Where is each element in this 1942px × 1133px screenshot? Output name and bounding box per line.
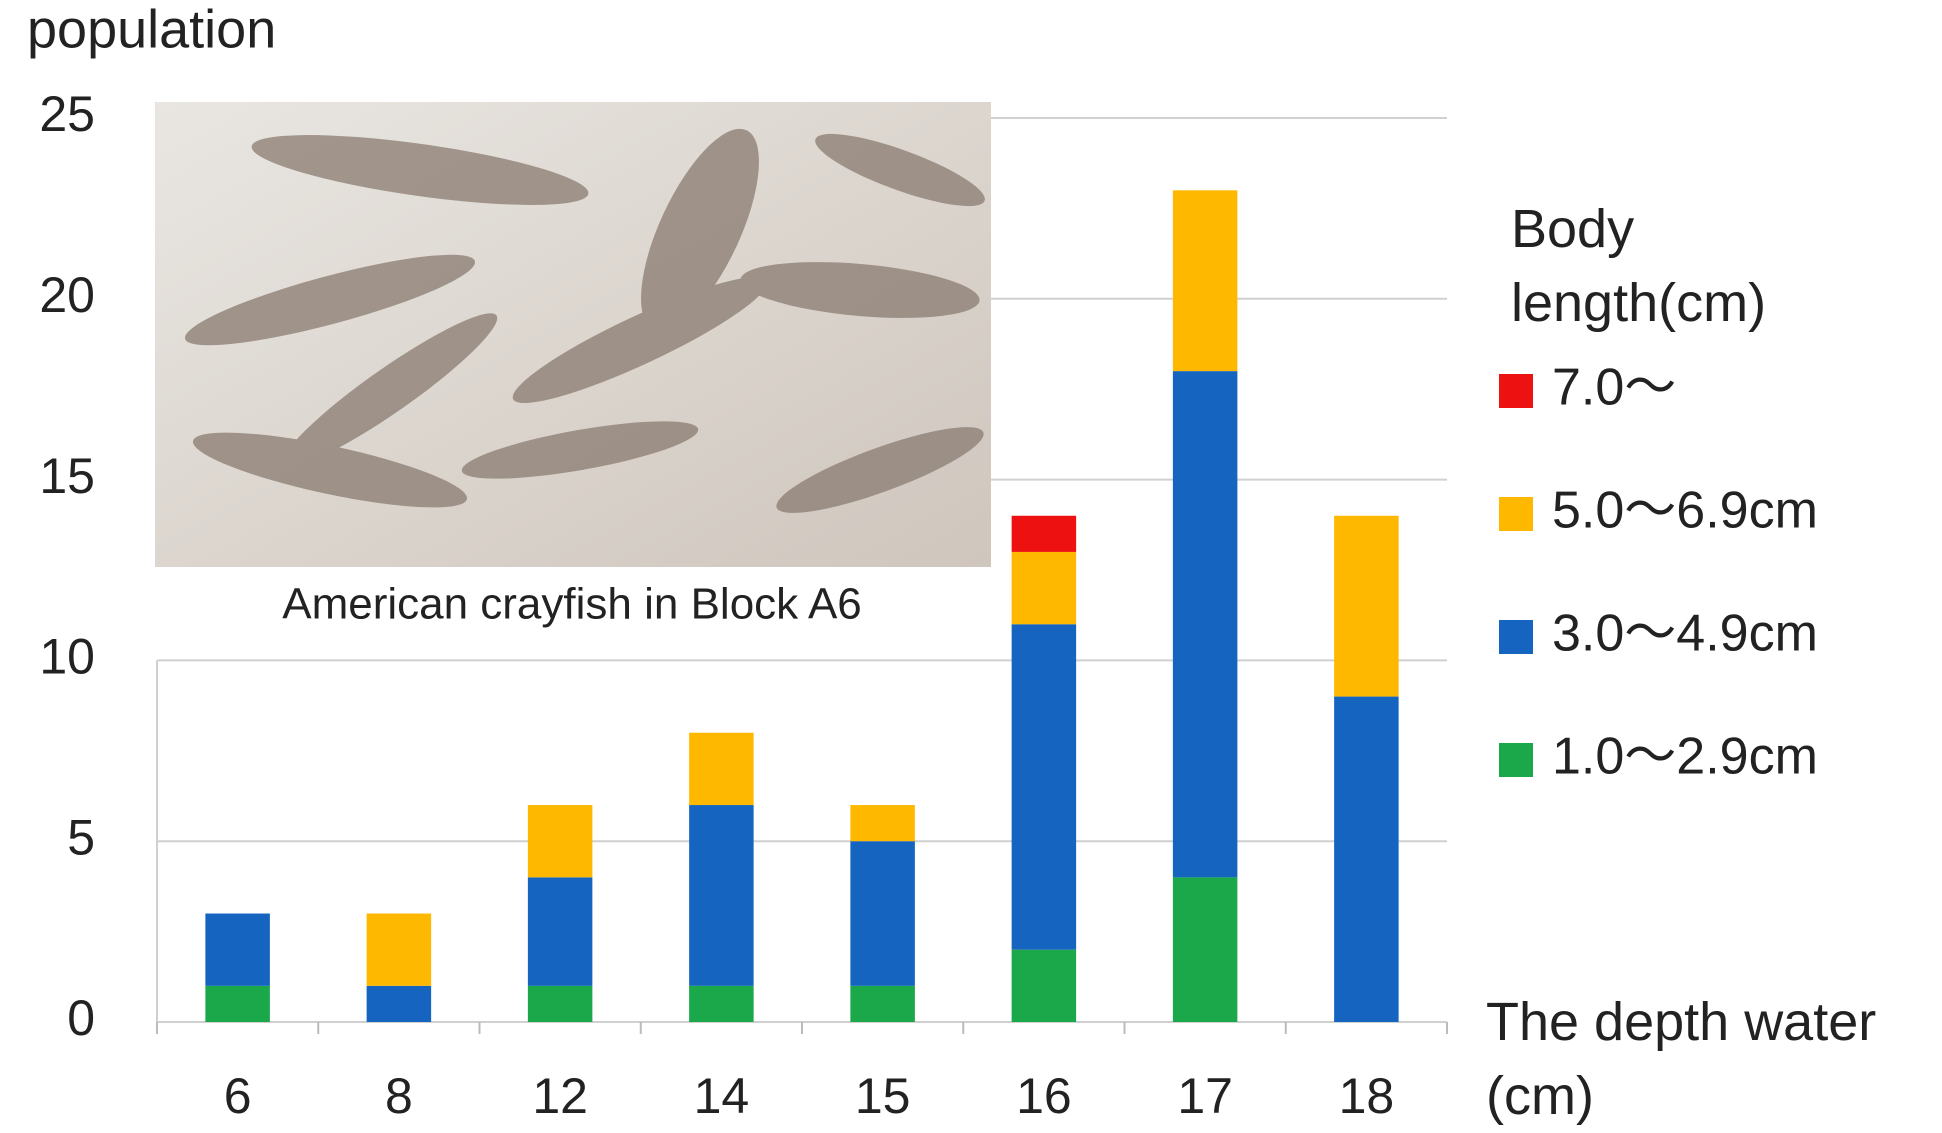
bar-segment: [528, 986, 593, 1022]
bar-segment: [528, 805, 593, 877]
bar-segment: [367, 914, 432, 986]
bar-segment: [1334, 697, 1399, 1022]
legend-swatch: [1499, 743, 1533, 777]
bar-segment: [367, 986, 432, 1022]
bar-segment: [205, 914, 270, 986]
x-tick-label: 12: [532, 1068, 588, 1124]
x-tick-label: 8: [385, 1068, 413, 1124]
legend-swatch: [1499, 497, 1533, 531]
x-tick-label: 14: [694, 1068, 750, 1124]
bar-segment: [1173, 371, 1238, 877]
y-tick-label: 5: [67, 809, 95, 865]
x-tick-label: 18: [1339, 1068, 1395, 1124]
y-tick-label: 10: [39, 629, 95, 685]
legend-label: 7.0〜: [1552, 359, 1676, 417]
y-tick-label: 20: [39, 267, 95, 323]
legend-swatch: [1499, 620, 1533, 654]
bar-segment: [689, 986, 754, 1022]
y-axis-label: population: [27, 0, 276, 59]
chart: population American crayfish in Block A6…: [0, 0, 1942, 1133]
bar-segment: [850, 986, 915, 1022]
x-tick-label: 17: [1177, 1068, 1233, 1124]
legend-title: Body length(cm): [1511, 192, 1811, 340]
bar-segment: [1012, 552, 1077, 624]
bar-segment: [850, 805, 915, 841]
bar-segment: [1334, 516, 1399, 697]
legend-label: 3.0〜4.9cm: [1552, 605, 1818, 663]
bar-segment: [689, 733, 754, 805]
bar-segment: [689, 805, 754, 986]
bar-segment: [528, 877, 593, 985]
bar-segment: [205, 986, 270, 1022]
x-axis-label: The depth water (cm): [1486, 985, 1926, 1133]
x-tick-label: 6: [224, 1068, 252, 1124]
page: {"chart_data": {"type": "stacked_bar", "…: [0, 0, 1942, 1133]
photo-caption: American crayfish in Block A6: [282, 580, 862, 629]
bar-segment: [850, 841, 915, 986]
y-tick-label: 0: [67, 990, 95, 1046]
bar-segment: [1012, 516, 1077, 552]
bar-segment: [1173, 877, 1238, 1022]
photo: [155, 102, 991, 567]
legend-label: 5.0〜6.9cm: [1552, 482, 1818, 540]
bar-segment: [1012, 950, 1077, 1022]
x-tick-label: 15: [855, 1068, 911, 1124]
x-tick-label: 16: [1016, 1068, 1072, 1124]
legend-label: 1.0〜2.9cm: [1552, 728, 1818, 786]
y-tick-label: 15: [39, 448, 95, 504]
legend-swatch: [1499, 374, 1533, 408]
bar-segment: [1173, 190, 1238, 371]
bar-segment: [1012, 624, 1077, 949]
y-tick-label: 25: [39, 86, 95, 142]
